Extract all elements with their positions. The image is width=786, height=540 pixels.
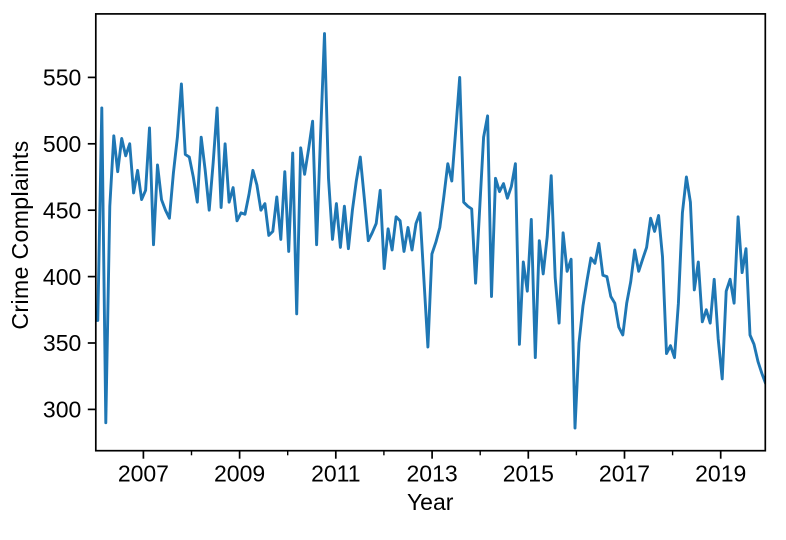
svg-text:400: 400 xyxy=(43,264,81,290)
svg-text:Year: Year xyxy=(407,489,454,515)
svg-text:450: 450 xyxy=(43,197,81,223)
svg-text:2019: 2019 xyxy=(695,460,746,486)
svg-text:2017: 2017 xyxy=(599,460,650,486)
svg-text:550: 550 xyxy=(43,65,81,91)
svg-text:2009: 2009 xyxy=(214,460,265,486)
svg-text:350: 350 xyxy=(43,330,81,356)
svg-text:Crime Complaints: Crime Complaints xyxy=(7,140,33,329)
svg-text:2007: 2007 xyxy=(118,460,169,486)
svg-text:300: 300 xyxy=(43,397,81,423)
svg-text:2015: 2015 xyxy=(503,460,554,486)
svg-text:2011: 2011 xyxy=(311,460,360,486)
svg-text:2013: 2013 xyxy=(407,460,458,486)
svg-text:500: 500 xyxy=(43,131,81,157)
